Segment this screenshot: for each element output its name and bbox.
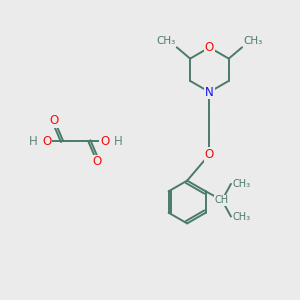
Text: CH₃: CH₃ xyxy=(232,179,250,189)
Text: CH₃: CH₃ xyxy=(243,36,262,46)
Text: H: H xyxy=(29,135,38,148)
Text: O: O xyxy=(205,148,214,161)
Text: CH₃: CH₃ xyxy=(156,36,176,46)
Text: CH₃: CH₃ xyxy=(232,212,250,222)
Text: O: O xyxy=(42,135,52,148)
Text: O: O xyxy=(205,41,214,54)
Text: O: O xyxy=(50,114,59,127)
Text: O: O xyxy=(92,155,102,168)
Text: CH: CH xyxy=(215,195,229,205)
Text: H: H xyxy=(113,135,122,148)
Text: N: N xyxy=(205,85,214,98)
Text: O: O xyxy=(100,135,109,148)
